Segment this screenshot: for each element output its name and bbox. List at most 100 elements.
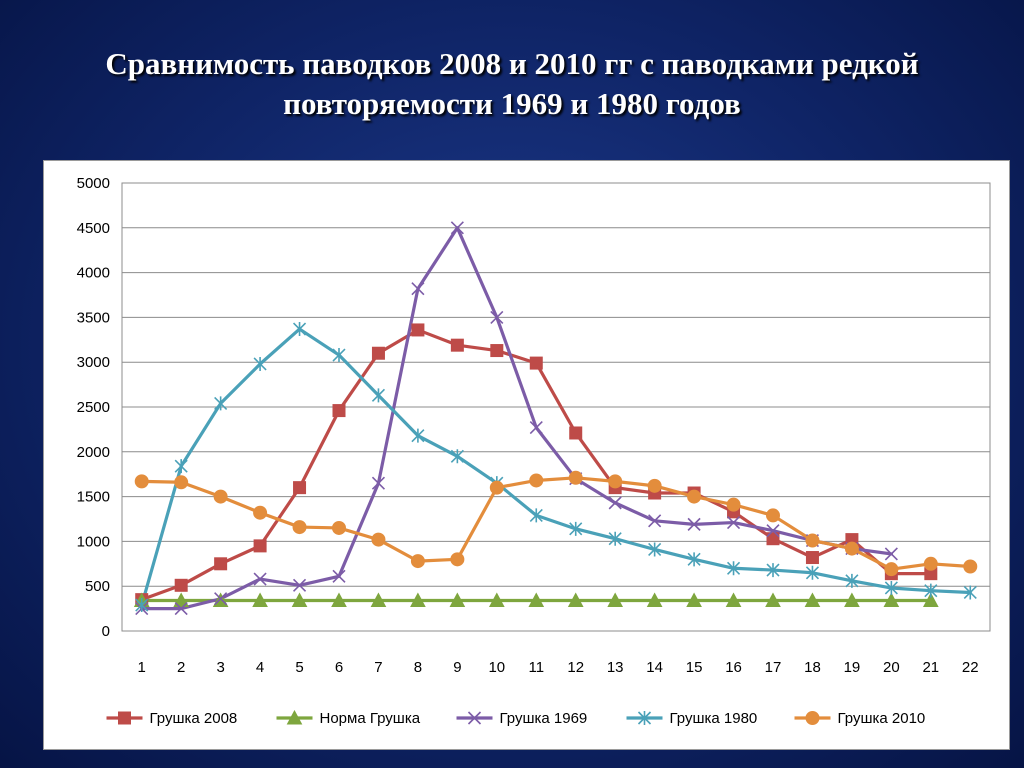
- data-point-s4-x9: [450, 449, 464, 464]
- data-point-s2-x11: [528, 592, 545, 608]
- marker-square: [293, 481, 307, 495]
- data-point-s5-x18: [805, 533, 820, 548]
- marker-asterisk: [924, 583, 938, 598]
- marker-x: [467, 711, 482, 725]
- marker-square: [118, 711, 131, 725]
- data-point-s5-x3: [213, 489, 228, 504]
- data-point-s1-x10: [490, 344, 504, 358]
- data-point-s5-x17: [766, 508, 780, 523]
- data-point-s1-x6: [332, 404, 346, 418]
- marker-square: [371, 346, 385, 360]
- x-tick-label: 6: [335, 659, 343, 676]
- marker-x: [726, 516, 741, 530]
- data-point-s2-x18: [804, 592, 821, 608]
- y-tick-label: 500: [85, 578, 110, 595]
- marker-square: [805, 551, 819, 565]
- legend-item-4: Грушка 1980: [626, 710, 758, 727]
- grid-lines: [122, 182, 990, 632]
- marker-triangle: [528, 592, 545, 608]
- legend-label: Грушка 2010: [838, 710, 926, 727]
- y-tick-label: 0: [102, 623, 110, 640]
- marker-x: [608, 496, 622, 510]
- data-point-s5-x11: [529, 473, 544, 488]
- marker-triangle: [765, 592, 781, 608]
- data-point-s4-x11: [529, 508, 543, 523]
- marker-x: [253, 572, 267, 586]
- data-point-s1-x4: [253, 539, 267, 553]
- data-point-s5-x1: [134, 474, 149, 489]
- marker-triangle: [286, 709, 303, 725]
- marker-asterisk: [726, 561, 741, 576]
- marker-triangle: [449, 592, 466, 608]
- marker-x: [884, 547, 898, 561]
- data-point-s3-x4: [253, 572, 267, 586]
- x-tick-label: 12: [567, 659, 584, 676]
- marker-asterisk: [687, 552, 701, 567]
- data-point-s2-x6: [331, 592, 347, 608]
- marker-circle: [844, 541, 859, 556]
- marker-circle: [568, 470, 583, 485]
- marker-circle: [963, 559, 978, 574]
- x-tick-label: 13: [607, 659, 624, 676]
- data-point-s2-x17: [765, 592, 781, 608]
- marker-circle: [529, 473, 544, 488]
- x-tick-label: 20: [883, 659, 900, 676]
- marker-circle: [174, 475, 189, 490]
- data-point-s5-x10: [489, 480, 504, 495]
- data-point-s3-x11: [529, 421, 543, 435]
- data-point-s4-x18: [805, 565, 820, 580]
- data-point-s1-x3: [214, 557, 228, 571]
- data-point-s3-x5: [292, 578, 307, 592]
- y-tick-label: 3000: [77, 354, 110, 371]
- marker-x: [174, 602, 188, 616]
- data-point-s2-x21: [922, 592, 939, 608]
- marker-circle: [687, 489, 702, 504]
- legend-marker: [286, 709, 303, 725]
- x-tick-label: 14: [646, 659, 663, 676]
- data-point-s4-x19: [845, 573, 859, 588]
- x-tick-label: 18: [804, 659, 821, 676]
- x-tick-label: 17: [765, 659, 782, 676]
- legend-marker: [118, 711, 131, 725]
- marker-asterisk: [253, 356, 267, 371]
- marker-triangle: [252, 592, 268, 608]
- legend-label: Грушка 1980: [670, 710, 758, 727]
- marker-x: [766, 524, 780, 538]
- data-point-s1-x12: [569, 426, 583, 440]
- marker-circle: [726, 497, 741, 512]
- data-point-s3-x10: [490, 310, 504, 324]
- data-point-s4-x2: [174, 459, 188, 474]
- data-point-s5-x4: [253, 505, 268, 520]
- y-tick-label: 2000: [77, 444, 110, 461]
- marker-circle: [213, 489, 228, 504]
- marker-x: [214, 592, 228, 606]
- data-point-s4-x20: [884, 580, 898, 595]
- x-tick-label: 3: [216, 659, 224, 676]
- data-point-s3-x15: [687, 517, 701, 531]
- marker-circle: [766, 508, 780, 523]
- marker-asterisk: [608, 531, 622, 546]
- marker-x: [292, 578, 307, 592]
- data-point-s4-x4: [253, 356, 267, 371]
- chart-panel: 0 500 1000 1500 2000 2500 3000 3500 4000 4500 5000…: [43, 160, 1010, 750]
- data-point-s1-x8: [411, 323, 425, 337]
- data-point-s4-x14: [648, 542, 662, 557]
- data-point-s3-x20: [884, 547, 898, 561]
- marker-asterisk: [450, 449, 464, 464]
- data-point-s4-x16: [726, 561, 741, 576]
- legend-item-2: Норма Грушка: [276, 709, 421, 727]
- legend-marker: [467, 711, 482, 725]
- data-point-s5-x21: [923, 556, 938, 571]
- data-point-s1-x9: [450, 338, 464, 352]
- data-point-s1-x5: [293, 481, 307, 495]
- data-point-s2-x19: [844, 592, 860, 608]
- data-point-s3-x17: [766, 524, 780, 538]
- data-point-s2-x7: [370, 592, 387, 608]
- x-tick-label: 21: [922, 659, 939, 676]
- data-point-s5-x12: [568, 470, 583, 485]
- marker-asterisk: [135, 598, 149, 613]
- data-point-s5-x20: [884, 562, 899, 577]
- data-point-s4-x3: [214, 396, 228, 411]
- data-point-s2-x5: [291, 592, 308, 608]
- marker-circle: [647, 478, 662, 493]
